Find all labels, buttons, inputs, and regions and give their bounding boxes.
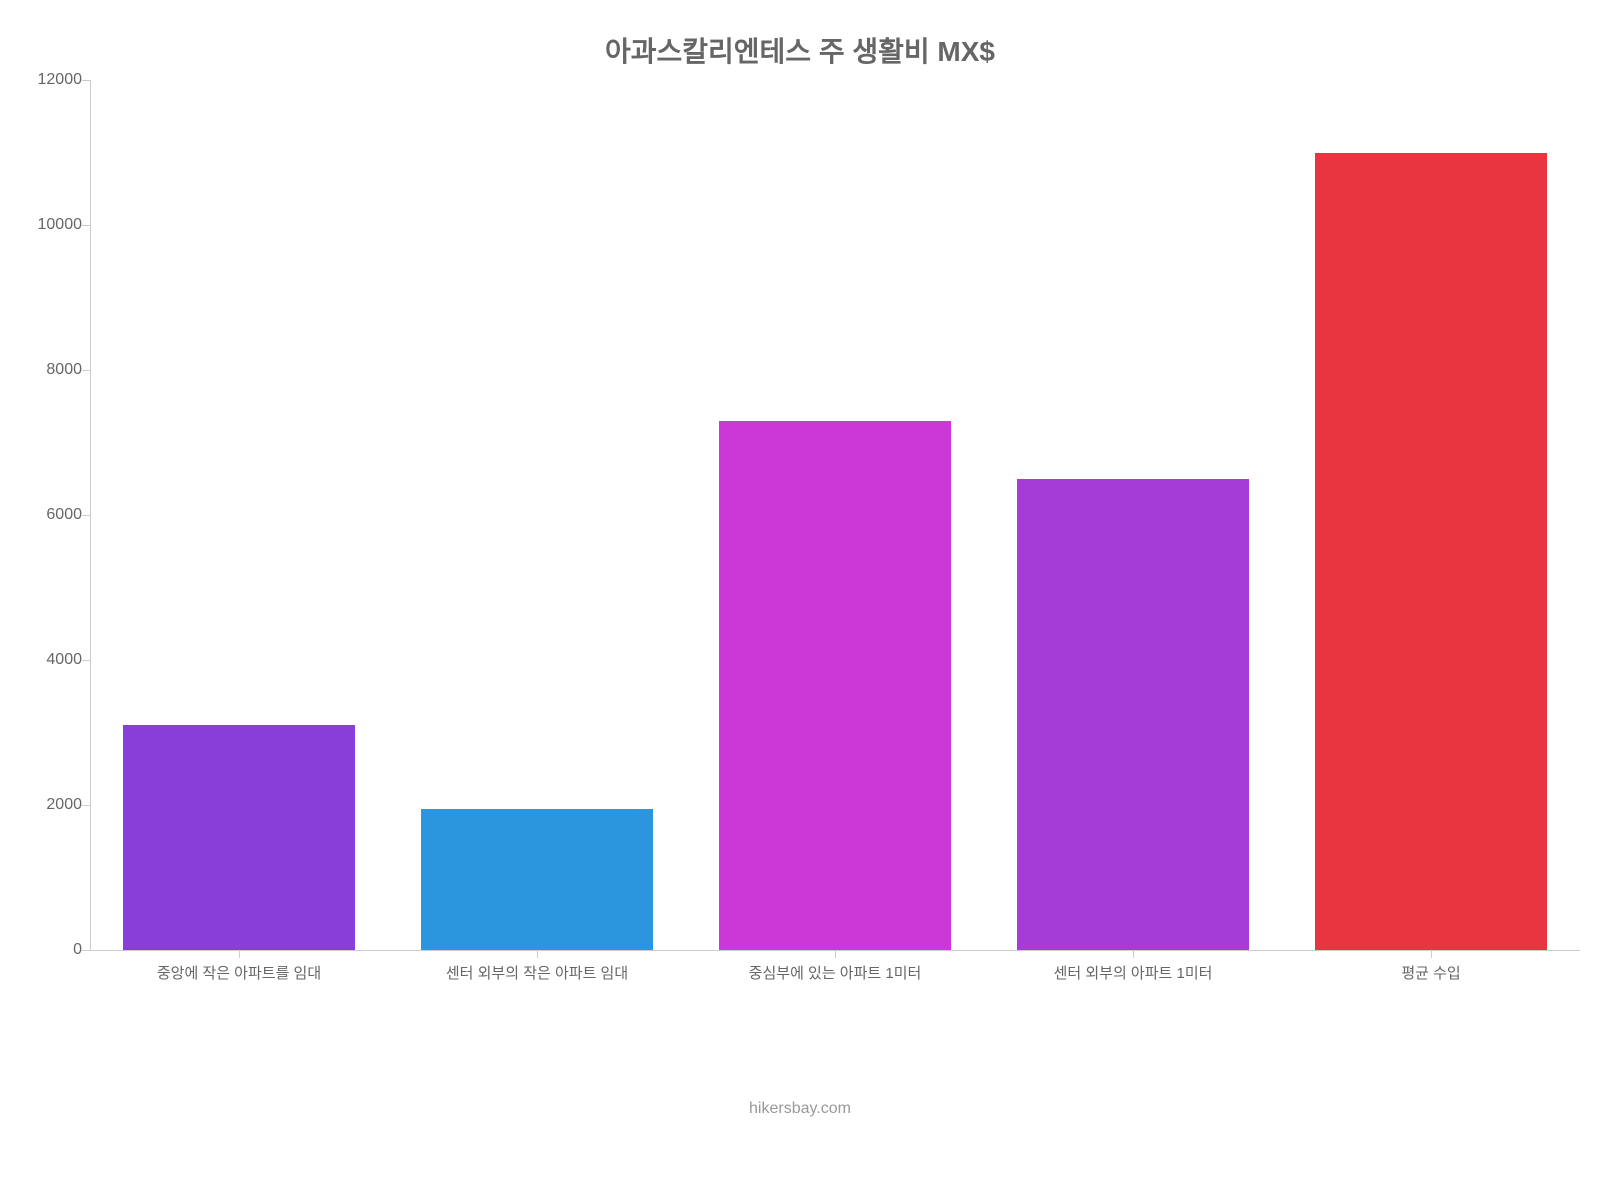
y-tick-mark <box>82 225 90 226</box>
chart-container: 아과스칼리엔테스 주 생활비 MX$ 0 2000 4000 6000 8000 1000… <box>0 0 1600 1200</box>
y-tick-mark <box>82 950 90 951</box>
y-tick-label: 2000 <box>46 796 82 814</box>
x-tick-mark <box>835 950 836 958</box>
y-tick-label: 12000 <box>38 71 83 89</box>
bar <box>1315 153 1547 951</box>
y-tick-mark <box>82 370 90 371</box>
x-tick-label: 평균 수입 <box>1401 962 1460 983</box>
x-tick-label: 센터 외부의 아파트 1미터 <box>1054 962 1213 983</box>
x-tick-mark <box>1133 950 1134 958</box>
y-tick-label: 10000 <box>38 216 83 234</box>
x-tick-label: 센터 외부의 작은 아파트 임대 <box>446 962 628 983</box>
x-tick-label: 중앙에 작은 아파트를 임대 <box>157 962 321 983</box>
chart-plot-area <box>90 80 1580 950</box>
x-tick-mark <box>239 950 240 958</box>
y-tick-mark <box>82 515 90 516</box>
x-tick-label: 중심부에 있는 아파트 1미터 <box>749 962 922 983</box>
y-tick-label: 0 <box>73 941 82 959</box>
bar <box>123 725 355 950</box>
y-tick-mark <box>82 80 90 81</box>
y-tick-label: 6000 <box>46 506 82 524</box>
bar <box>719 421 951 950</box>
y-tick-mark <box>82 805 90 806</box>
y-tick-mark <box>82 660 90 661</box>
bar <box>421 809 653 950</box>
y-tick-label: 4000 <box>46 651 82 669</box>
chart-title: 아과스칼리엔테스 주 생활비 MX$ <box>0 30 1600 70</box>
x-tick-mark <box>537 950 538 958</box>
y-tick-label: 8000 <box>46 361 82 379</box>
chart-footer: hikersbay.com <box>0 1100 1600 1118</box>
x-tick-mark <box>1431 950 1432 958</box>
bar <box>1017 479 1249 950</box>
